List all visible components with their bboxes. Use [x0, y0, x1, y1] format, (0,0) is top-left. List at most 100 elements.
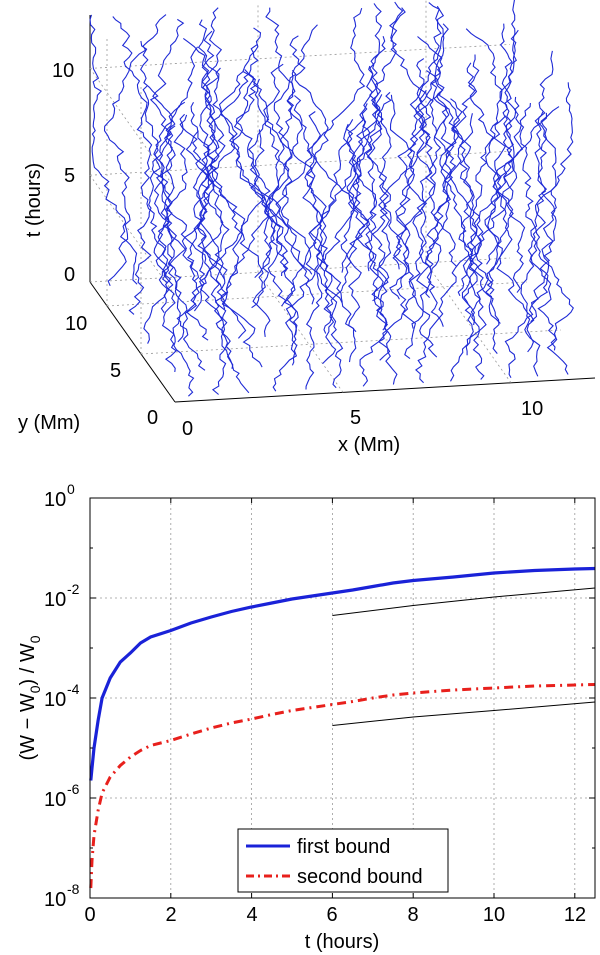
trajectory-line: [393, 89, 434, 360]
tick-marks: [89, 497, 595, 899]
legend-label-second: second bound: [297, 866, 423, 888]
wall-grid-z: [89, 150, 511, 176]
trajectory-line: [185, 130, 250, 394]
y-tick-0: 10 0: [44, 481, 75, 511]
z-tick-0: 0: [64, 264, 75, 286]
trajectory-line: [165, 125, 195, 397]
z-axis-label: t (hours): [23, 163, 45, 237]
growth-log-plot: 10 0 10 -2 10 -4 10 -6 10 -8 0 2 4 6 8 1…: [17, 481, 596, 953]
y-tick-minus4-base: 10: [44, 689, 66, 711]
x-tick-4: 4: [246, 904, 257, 926]
trajectory-line: [370, 36, 410, 300]
trajectory-line: [128, 46, 199, 315]
x-tick-2: 2: [165, 904, 176, 926]
trajectory-line: [153, 101, 186, 373]
x-tick-10: 10: [521, 398, 543, 420]
trajectory-line: [265, 7, 313, 275]
y-tick-minus6-exp: -6: [67, 781, 80, 797]
series-line-reference-lower: [332, 701, 596, 726]
trajectory-line: [439, 91, 482, 356]
trajectory-line: [218, 27, 287, 307]
x-tick-12: 12: [564, 904, 586, 926]
trajectory-line: [484, 115, 541, 377]
y-tick-0-base: 10: [44, 489, 66, 511]
y-axis-label: (W − W0) / W0: [17, 635, 43, 760]
box-edges: [89, 15, 596, 403]
trajectory-line: [140, 40, 176, 314]
trajectory-line: [112, 16, 169, 284]
trajectory-line: [340, 3, 383, 273]
y-tick-minus2-exp: -2: [67, 581, 80, 597]
trajectory-line: [463, 54, 494, 326]
y-axis-label: y (Mm): [18, 412, 80, 434]
legend-box: [237, 828, 449, 893]
legend-label-first: first bound: [297, 836, 390, 858]
trajectory-line: [486, 0, 517, 265]
y-tick-minus4-exp: -4: [67, 681, 80, 697]
x-tick-0: 0: [84, 904, 95, 926]
trajectory-line: [416, 58, 501, 324]
trajectory-line: [389, 94, 438, 358]
trajectory-line: [152, 18, 200, 282]
trajectory-line: [143, 67, 221, 344]
trajectory-line: [202, 7, 228, 280]
trajectory-line: [190, 102, 263, 368]
z-tick-10: 10: [52, 60, 74, 82]
y-tick-5: 5: [110, 360, 121, 382]
trajectory-line: [448, 98, 500, 354]
y-axis-label-sub2: 0: [27, 635, 43, 643]
trajectory-line: [272, 119, 354, 392]
series-line-reference-upper: [332, 587, 596, 616]
series-lines: [89, 566, 596, 889]
y-tick-minus8-base: 10: [44, 889, 66, 911]
y-tick-0: 0: [147, 407, 158, 429]
y-tick-minus8: 10 -8: [44, 881, 80, 911]
y-tick-minus6: 10 -6: [44, 781, 80, 811]
trajectory-line: [308, 111, 344, 389]
trajectory-line: [322, 91, 392, 364]
y-tick-10: 10: [65, 313, 87, 335]
trajectory-line: [520, 82, 574, 353]
trajectory-line: [345, 123, 398, 385]
y-axis-label-mid: ) / W: [17, 643, 39, 685]
x-tick-8: 8: [407, 904, 418, 926]
trajectory-line: [242, 70, 357, 333]
x-tick-10: 10: [483, 904, 505, 926]
z-tick-5: 5: [64, 165, 75, 187]
trajectory-line: [389, 1, 457, 267]
trajectory-line: [211, 129, 271, 395]
trajectory-line: [530, 106, 569, 375]
legend: first bound second bound: [237, 828, 449, 893]
trajectory-line: [364, 7, 406, 272]
trajectory-line: [372, 23, 449, 302]
trajectory-line: [252, 69, 297, 337]
y-tick-minus8-exp: -8: [67, 881, 80, 897]
x-tick-0: 0: [182, 418, 193, 440]
trajectory-line: [89, 14, 138, 285]
trajectory-line: [359, 104, 450, 387]
x-axis-label: t (hours): [305, 931, 379, 953]
y-tick-0-exp: 0: [67, 481, 75, 497]
x-tick-6: 6: [326, 904, 337, 926]
trajectory-line: [513, 96, 574, 351]
trajectory-line: [407, 36, 444, 298]
trajectory-line: [197, 19, 289, 277]
x-tick-5: 5: [350, 407, 361, 429]
trajectory-line: [177, 63, 284, 343]
trajectory-line: [305, 117, 367, 390]
grid-2d: [90, 498, 595, 898]
trajectory-line: [285, 94, 383, 366]
series-line-second-bound: [89, 683, 596, 889]
series-line-first-bound: [89, 566, 596, 781]
trajectory-line: [348, 65, 389, 331]
trajectory-3d-plot: 10 5 0 10 5 0 0 5 10 t (hours) y (Mm) x …: [18, 0, 596, 456]
trajectory-line: [271, 24, 318, 305]
y-axis-label-lead: (W − W: [17, 693, 39, 760]
trajectory-line: [450, 102, 531, 382]
floor-grid-y: [140, 329, 562, 355]
trajectory-line: [486, 29, 519, 295]
trajectory-line: [179, 113, 234, 369]
trajectory-line: [459, 113, 485, 380]
trajectory-line: [103, 14, 167, 287]
